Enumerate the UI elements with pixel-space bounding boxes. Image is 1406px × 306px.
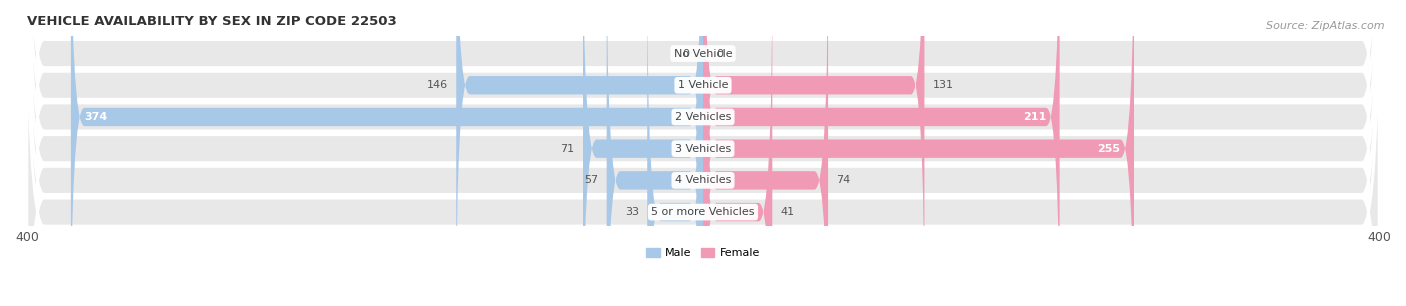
FancyBboxPatch shape: [27, 0, 1379, 306]
Text: 57: 57: [583, 175, 598, 185]
Text: 255: 255: [1098, 144, 1121, 154]
Text: 0: 0: [682, 49, 689, 58]
Text: 211: 211: [1022, 112, 1046, 122]
Text: 146: 146: [426, 80, 447, 90]
FancyBboxPatch shape: [703, 0, 772, 306]
FancyBboxPatch shape: [606, 0, 703, 306]
FancyBboxPatch shape: [647, 0, 703, 306]
Text: 33: 33: [624, 207, 638, 217]
Text: 4 Vehicles: 4 Vehicles: [675, 175, 731, 185]
Text: 374: 374: [84, 112, 108, 122]
FancyBboxPatch shape: [27, 0, 1379, 306]
Text: 41: 41: [780, 207, 794, 217]
FancyBboxPatch shape: [703, 0, 1060, 306]
FancyBboxPatch shape: [456, 0, 703, 306]
FancyBboxPatch shape: [703, 0, 828, 306]
FancyBboxPatch shape: [27, 0, 1379, 306]
Text: 0: 0: [717, 49, 724, 58]
FancyBboxPatch shape: [27, 0, 1379, 306]
FancyBboxPatch shape: [703, 0, 1135, 306]
Text: 2 Vehicles: 2 Vehicles: [675, 112, 731, 122]
FancyBboxPatch shape: [703, 0, 924, 306]
Legend: Male, Female: Male, Female: [641, 243, 765, 263]
FancyBboxPatch shape: [70, 0, 703, 306]
FancyBboxPatch shape: [27, 0, 1379, 306]
Text: 71: 71: [561, 144, 575, 154]
Text: 5 or more Vehicles: 5 or more Vehicles: [651, 207, 755, 217]
Text: 131: 131: [932, 80, 953, 90]
FancyBboxPatch shape: [583, 0, 703, 306]
Text: 1 Vehicle: 1 Vehicle: [678, 80, 728, 90]
Text: No Vehicle: No Vehicle: [673, 49, 733, 58]
FancyBboxPatch shape: [27, 0, 1379, 306]
Text: 3 Vehicles: 3 Vehicles: [675, 144, 731, 154]
Text: VEHICLE AVAILABILITY BY SEX IN ZIP CODE 22503: VEHICLE AVAILABILITY BY SEX IN ZIP CODE …: [27, 15, 396, 28]
Text: 74: 74: [837, 175, 851, 185]
Text: Source: ZipAtlas.com: Source: ZipAtlas.com: [1267, 21, 1385, 32]
